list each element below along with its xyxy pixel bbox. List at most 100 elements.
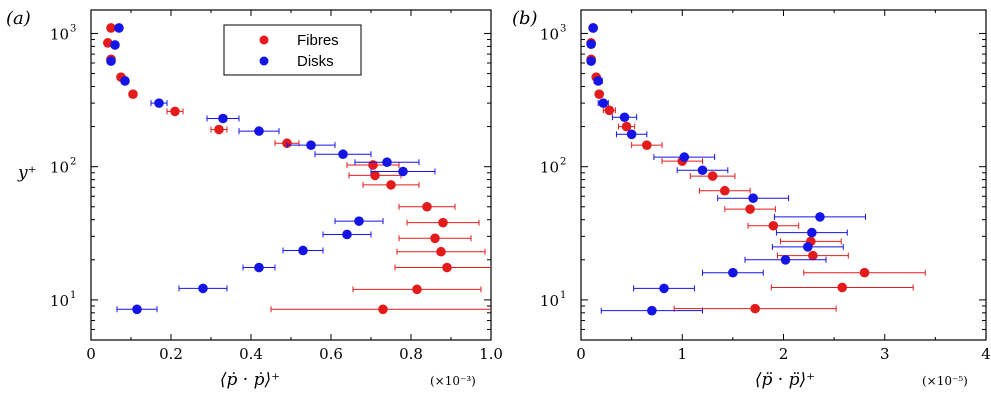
x-tick-labels: 0 1 2 3 4: [576, 345, 991, 363]
x-multiplier: (×10⁻⁵): [922, 374, 968, 388]
data-point: [619, 112, 630, 123]
data-point: [621, 121, 632, 132]
y-tick-label: 10: [540, 159, 559, 177]
x-axis-label: ⟨ṗ · ṗ⟩⁺: [220, 370, 280, 390]
axis-ticks: [580, 10, 987, 341]
x-tick-label: 0: [576, 345, 586, 363]
panel-label: (b): [512, 8, 538, 29]
y-tick-exponent: 1: [560, 290, 566, 301]
data-point: [254, 126, 264, 136]
data-point: [106, 56, 116, 66]
data-layer: [586, 23, 926, 316]
data-point: [728, 267, 738, 278]
data-point: [342, 229, 352, 240]
data-point: [110, 40, 120, 50]
data-point: [626, 129, 637, 140]
legend-box: [223, 24, 362, 76]
data-point: [370, 170, 380, 181]
data-point: [103, 38, 113, 48]
data-point: [338, 149, 348, 160]
x-multiplier: (×10⁻³): [430, 374, 476, 388]
x-axis-label: ⟨p̈ · p̈⟩⁺: [755, 370, 815, 390]
data-point: [815, 212, 825, 222]
x-tick-label: 2: [779, 345, 789, 363]
y-tick-label: 10: [50, 292, 69, 310]
data-point: [298, 245, 308, 256]
data-point: [422, 201, 432, 212]
series-disks: [106, 23, 436, 315]
x-tick-label: 0: [86, 345, 96, 363]
data-point: [594, 89, 605, 99]
data-point: [430, 233, 440, 244]
series-fibres: [586, 23, 926, 314]
data-point: [386, 180, 396, 190]
data-point: [837, 282, 848, 293]
data-point: [745, 204, 755, 214]
x-tick-label: 1.0: [479, 345, 503, 363]
data-point: [593, 76, 604, 86]
data-point: [647, 305, 657, 316]
data-point: [707, 171, 718, 181]
data-point: [807, 227, 817, 238]
data-point: [198, 283, 208, 294]
y-tick-exponent: 2: [560, 157, 566, 168]
x-tick-label: 0.2: [159, 345, 183, 363]
data-point: [106, 23, 116, 33]
data-point: [378, 304, 388, 315]
series-fibres: [103, 23, 491, 315]
y-tick-label: 10: [540, 292, 559, 310]
data-point: [306, 140, 316, 150]
data-point: [354, 216, 364, 226]
data-point: [803, 242, 813, 252]
data-point: [586, 39, 596, 50]
data-point: [128, 89, 138, 99]
y-tick-exponent: 2: [70, 157, 76, 168]
data-point: [780, 254, 791, 265]
y-tick-label: 10: [540, 25, 559, 43]
data-point: [120, 76, 130, 86]
x-tick-label: 3: [880, 345, 890, 363]
data-point: [114, 23, 124, 33]
data-point: [859, 267, 870, 278]
legend: Fibres Disks: [223, 24, 362, 76]
data-point: [719, 185, 730, 196]
data-point: [170, 106, 180, 117]
legend-marker-disks: [259, 56, 269, 66]
data-point: [679, 152, 690, 162]
data-point: [214, 124, 224, 135]
x-tick-label: 0.6: [319, 345, 343, 363]
y-tick-exponent: 3: [70, 23, 76, 34]
legend-label-fibres: Fibres: [297, 32, 339, 49]
data-point: [382, 157, 392, 168]
data-point: [768, 220, 779, 231]
x-tick-label: 4: [981, 345, 991, 363]
data-point: [598, 98, 609, 108]
legend-marker-fibres: [259, 35, 269, 45]
data-point: [748, 193, 758, 203]
data-point: [750, 303, 760, 314]
axis-ticks: [90, 10, 492, 341]
data-point: [412, 284, 422, 295]
y-tick-label: 10: [50, 159, 69, 177]
data-point: [368, 160, 378, 170]
data-point: [586, 56, 596, 66]
y-axis-label: y⁺: [17, 163, 37, 183]
x-tick-label: 0.8: [399, 345, 423, 363]
data-point: [218, 113, 228, 124]
data-point: [132, 304, 142, 315]
data-point: [808, 250, 818, 261]
data-layer: [103, 23, 491, 315]
data-point: [659, 283, 669, 294]
data-point: [254, 262, 264, 273]
data-point: [697, 165, 708, 176]
x-tick-labels: 0 0.2 0.4 0.6 0.8 1.0: [86, 345, 503, 363]
data-point: [604, 105, 615, 116]
y-tick-exponent: 1: [70, 290, 76, 301]
y-tick-label: 10: [50, 25, 69, 43]
data-point: [642, 140, 652, 150]
series-disks: [586, 23, 867, 316]
data-point: [398, 166, 408, 177]
